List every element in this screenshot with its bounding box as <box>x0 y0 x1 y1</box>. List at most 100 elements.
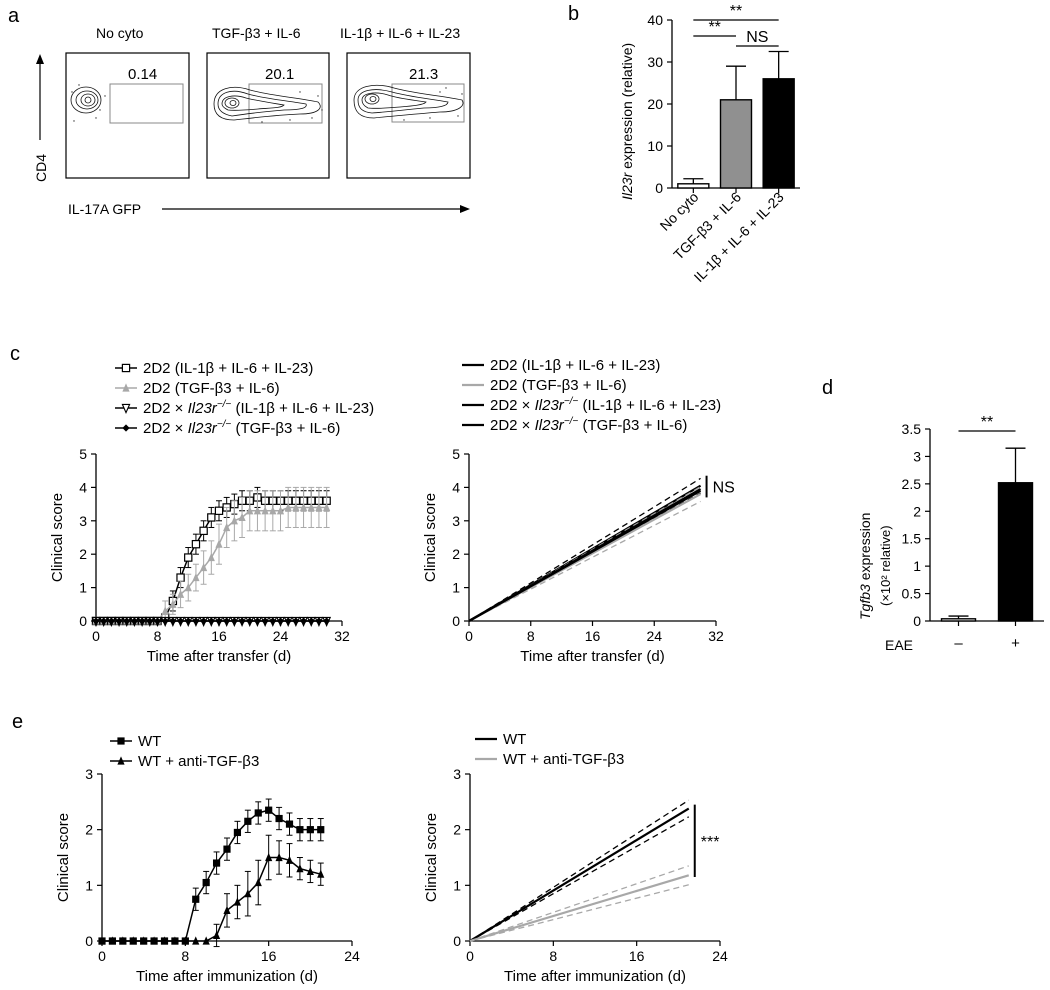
e-left-data-point <box>244 889 252 898</box>
d-significance-label-0: ** <box>981 414 993 431</box>
e-right-legend-label: WT + anti-TGF-β3 <box>503 751 624 768</box>
c-left-legend-marker <box>121 403 131 414</box>
e-left-data-point <box>171 936 179 945</box>
b-bars <box>677 50 795 189</box>
facs-title-no-cyto: No cyto <box>96 25 144 41</box>
c-left-y-tick-label: 1 <box>79 580 87 596</box>
gate-percent-3: 21.3 <box>409 66 438 83</box>
c-right-legend-suffix: (IL-1β + IL-6 + IL-23) <box>522 357 661 374</box>
c-left-data-point <box>169 599 177 608</box>
c-right-x-tick-label: 24 <box>646 628 662 644</box>
c-left-data-point <box>169 617 177 625</box>
e-left-x-tick-label: 24 <box>344 948 360 964</box>
c-left-y-axis-label: Clinical score <box>49 493 66 582</box>
e-left-data-point <box>192 895 200 903</box>
c-left-legend-marker <box>121 363 131 373</box>
c-left-data-point <box>207 552 215 562</box>
c-right-legend-prefix: 2D2 × <box>490 417 535 434</box>
c-left-x-axis-label: Time after transfer (d) <box>147 648 291 665</box>
c-right-legend-sup: −/− <box>564 416 579 427</box>
c-right-x-axis-label: Time after transfer (d) <box>520 648 664 665</box>
c-left-legend-label: 2D2 (TGF-β3 + IL-6) <box>143 380 280 397</box>
c-left-data-point <box>184 583 192 592</box>
b-significance-label-0: ** <box>730 3 742 20</box>
d-bar-1 <box>997 482 1034 622</box>
il17a-gfp-label: IL-17A GFP <box>68 201 141 217</box>
c-left-data-point <box>146 617 154 625</box>
e-left-data-point <box>119 936 127 945</box>
e-left-y-tick-label: 0 <box>85 933 93 949</box>
e-left-data-point <box>275 814 283 823</box>
e-left-data-point <box>160 936 169 945</box>
e-right-ci-upper-0 <box>469 799 690 942</box>
c-left-data-point <box>107 617 115 625</box>
c-left-data-point <box>92 617 100 625</box>
b-y-tick-label: 10 <box>647 138 663 154</box>
e-left-legend-marker <box>117 737 125 745</box>
c-left-legend-marker <box>122 424 130 432</box>
e-left-legend-marker <box>117 756 125 765</box>
e-right-x-tick-label: 16 <box>629 948 645 964</box>
d-y-tick-label: 0.5 <box>902 586 922 602</box>
b-y-tick-label: 20 <box>647 96 663 112</box>
c-left-legend-sup: −/− <box>217 399 232 410</box>
contour-population-2 <box>213 87 321 121</box>
c-right-y-tick-label: 2 <box>452 546 460 562</box>
e-right-x-axis-label: Time after immunization (d) <box>504 968 686 985</box>
c-left-data-point <box>215 617 223 625</box>
e-left-legend-label: WT + anti-TGF-β3 <box>138 753 259 770</box>
c-left-legend-genotype: Il23r <box>188 420 218 437</box>
e-left-data-point <box>317 826 325 834</box>
c-right-y-tick-label: 4 <box>452 479 460 495</box>
c-right-y-tick-label: 3 <box>452 513 460 529</box>
d-bars <box>940 447 1034 622</box>
e-right-regression-line-1 <box>469 874 690 943</box>
c-left-data-point <box>323 502 331 512</box>
c-left-data-point <box>123 617 131 625</box>
e-left-y-tick-label: 1 <box>85 877 93 893</box>
c-left-data-point <box>284 502 292 512</box>
c-right-legend-label: 2D2 (IL-1β + IL-6 + IL-23) <box>490 357 660 374</box>
c-right-legend-prefix: 2D2 <box>490 357 522 374</box>
c-left-legend-prefix: 2D2 <box>143 380 175 397</box>
e-left-data-point <box>275 852 283 862</box>
b-y-label-rest: expression (relative) <box>619 43 635 173</box>
c-left-legend-prefix: 2D2 × <box>143 420 188 437</box>
c-left-data-point <box>315 502 323 512</box>
facs-gate-1 <box>109 83 184 124</box>
e-left-data-point <box>202 878 210 887</box>
b-bar-2 <box>762 78 795 189</box>
scatter-dots-3 <box>403 87 463 121</box>
c-left-legend-suffix: (TGF-β3 + IL-6) <box>231 420 340 437</box>
e-right-x-tick-label: 0 <box>466 948 474 964</box>
c-left-legend-label: 2D2 (IL-1β + IL-6 + IL-23) <box>143 360 313 377</box>
e-right-y-tick-label: 3 <box>453 766 461 782</box>
c-left-data-point <box>246 617 254 625</box>
c-right-y-tick-label: 5 <box>452 446 460 462</box>
c-right-chart: 0 1 2 3 4 5 0 8 16 24 32 Time after transfer (d) Cli… <box>422 357 735 665</box>
e-left-data-point <box>98 936 106 945</box>
cd4-label: CD4 <box>33 154 49 182</box>
c-left-data-point <box>323 617 331 625</box>
c-left-data-point <box>307 502 315 512</box>
c-left-data-point <box>253 617 262 625</box>
gfp-arrow-head <box>460 205 470 213</box>
b-significance-label-2: NS <box>746 29 768 46</box>
c-left-data-point <box>276 617 285 625</box>
e-left-data-point <box>317 869 325 878</box>
c-left-data-point <box>207 617 215 625</box>
c-right-legend-genotype: Il23r <box>535 397 565 414</box>
c-left-legend-suffix: (TGF-β3 + IL-6) <box>175 380 280 397</box>
c-left-legend-marker <box>122 383 130 392</box>
c-left-y-tick-label: 0 <box>79 613 87 629</box>
e-left-data-point <box>306 826 314 834</box>
e-left-data-point <box>202 936 210 945</box>
e-left-legend-label: WT <box>138 733 161 750</box>
c-left-data-point <box>261 506 269 515</box>
d-y-tick-label: 2.5 <box>902 476 922 492</box>
d-category-label-1: + <box>1011 635 1020 652</box>
c-left-data-point <box>115 617 123 625</box>
c-right-legend-label: 2D2 (TGF-β3 + IL-6) <box>490 377 627 394</box>
c-left-data-point <box>130 617 139 625</box>
d-category-label-0: – <box>954 635 963 652</box>
